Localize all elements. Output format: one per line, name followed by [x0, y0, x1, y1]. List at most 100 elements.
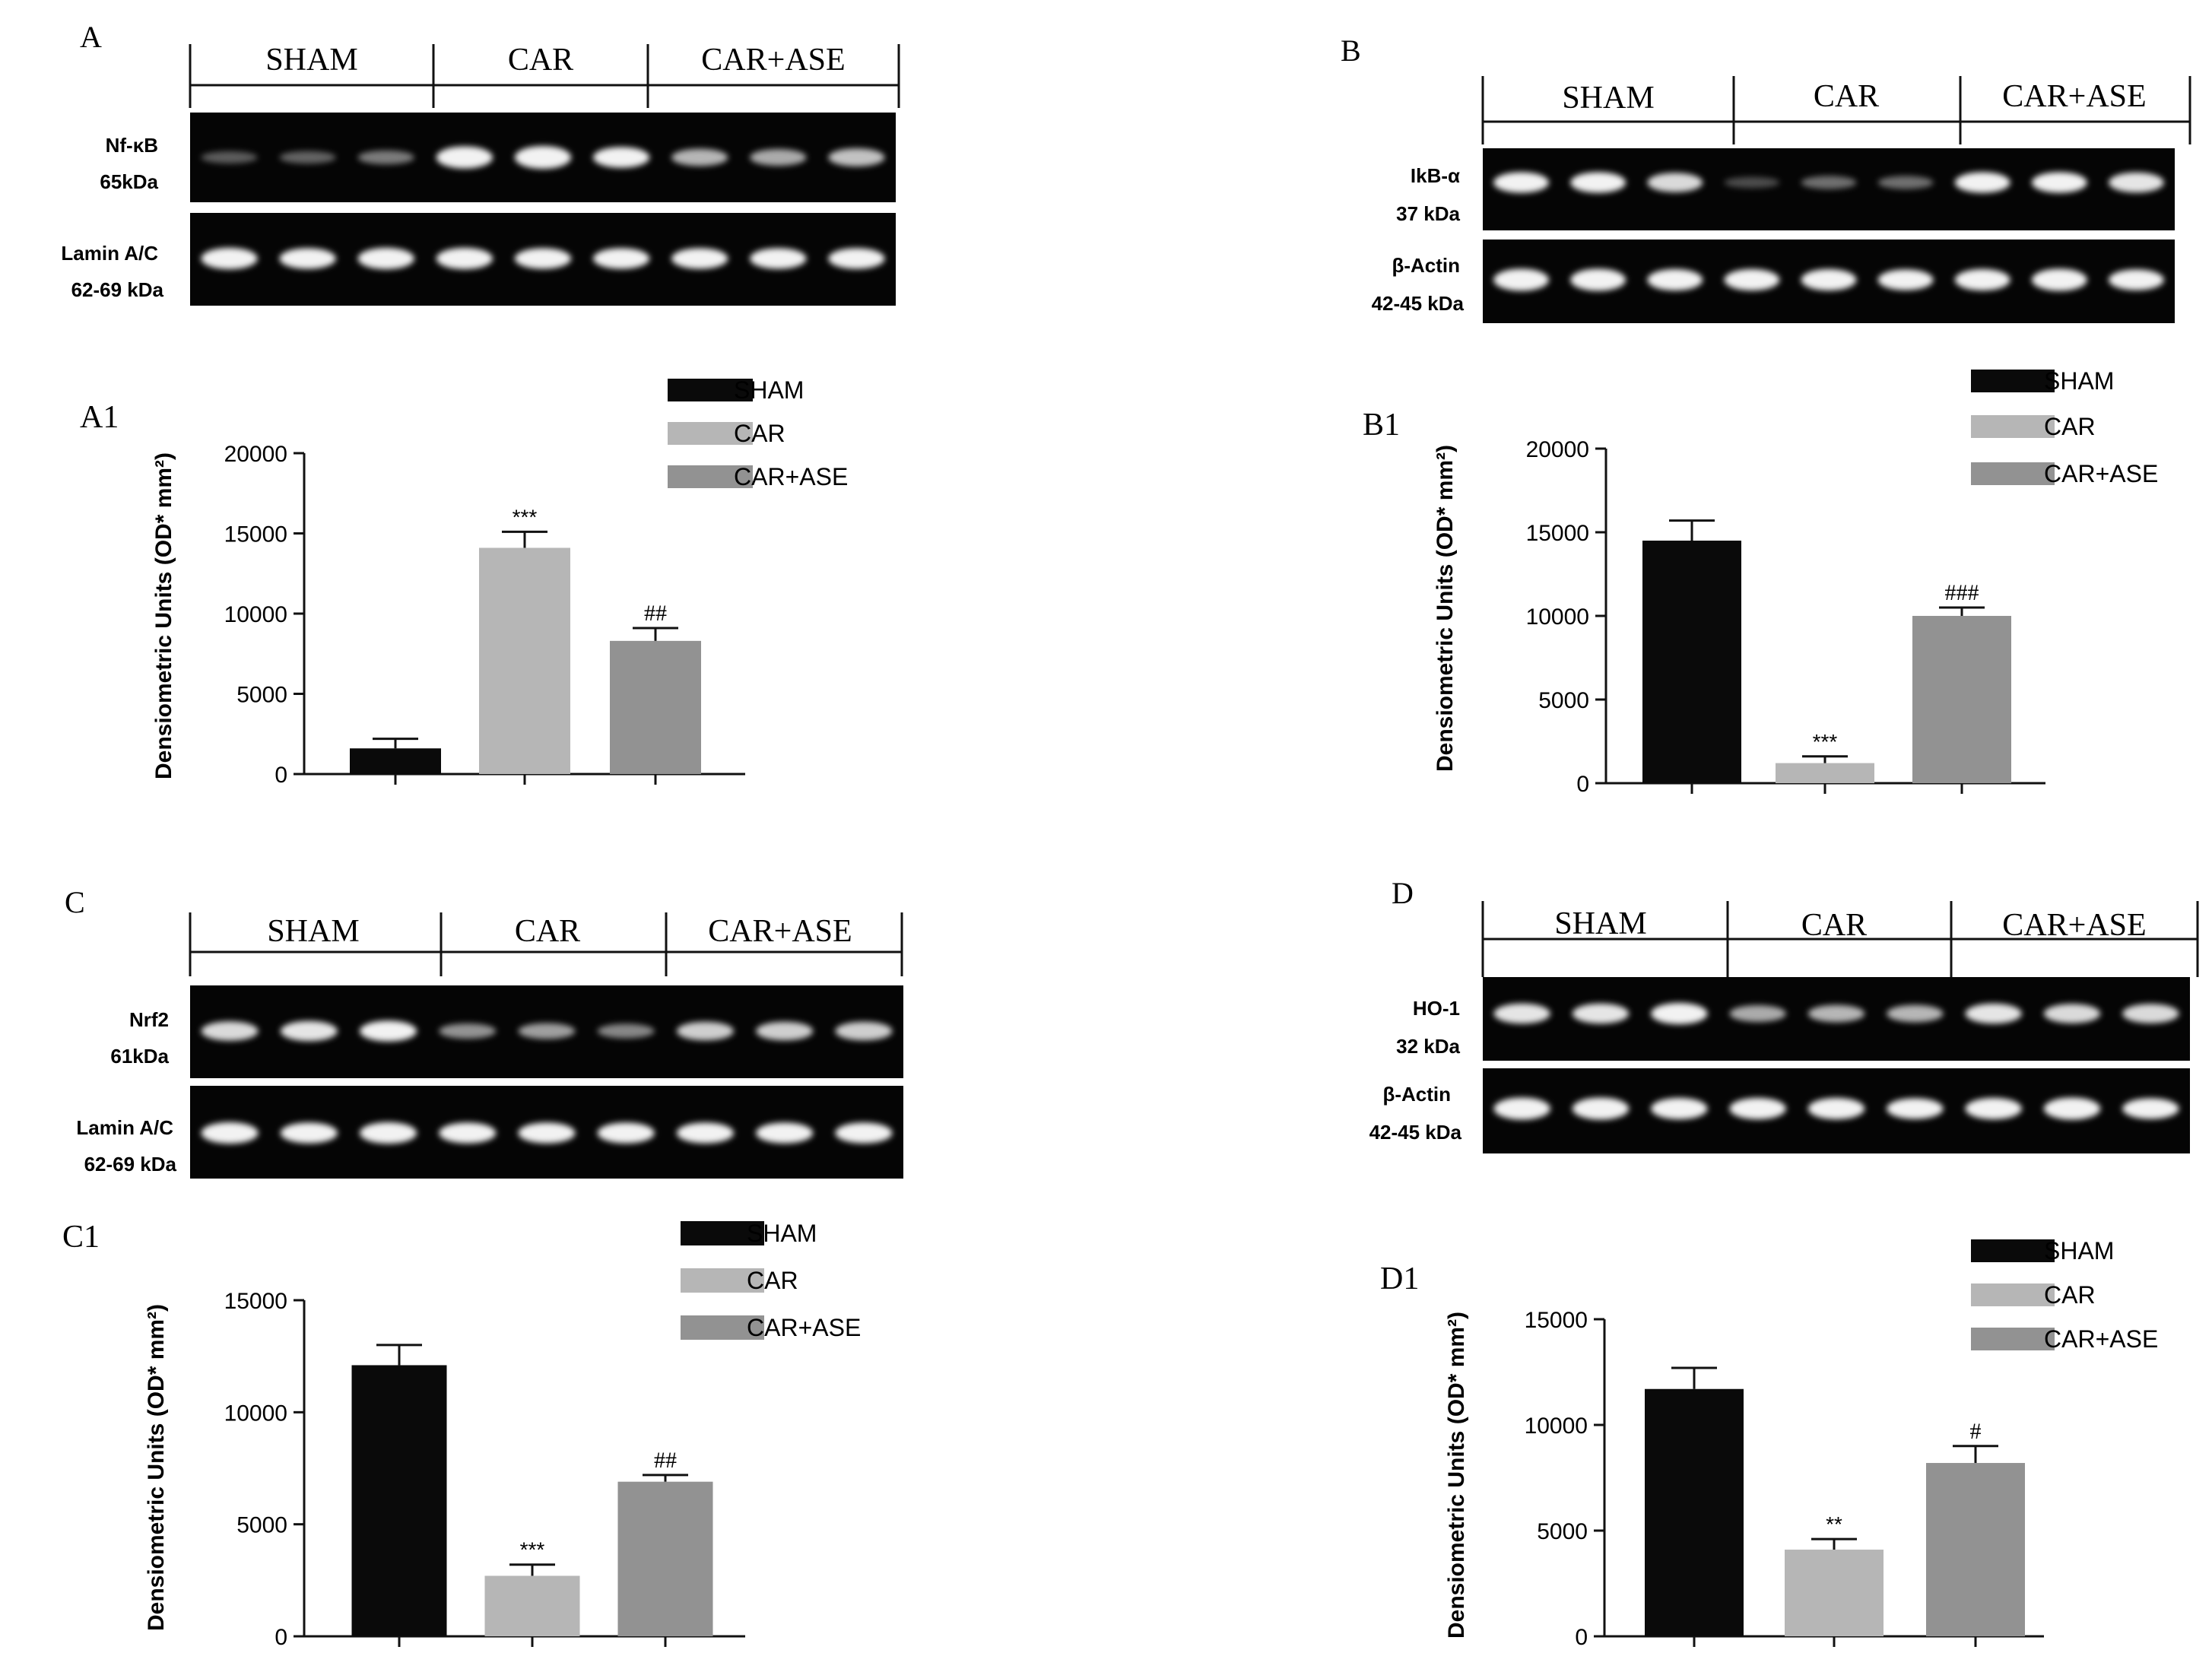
y-tick-label: 0 [1575, 1625, 1588, 1650]
blot-band [279, 151, 336, 164]
blot-band [1877, 176, 1934, 189]
blot-band [1493, 1097, 1550, 1120]
legend-swatch-car-ase [681, 1315, 764, 1340]
y-tick-label: 5000 [236, 1513, 287, 1538]
blot-b: B SHAM CAR CAR+ASE IkB-α 37 kDa β-Actin … [1341, 33, 2191, 323]
blot-band [835, 1122, 893, 1144]
blot-band [439, 1023, 497, 1039]
blot-band [2031, 268, 2087, 291]
blot-band [1724, 268, 1780, 291]
blot-c: C SHAM CAR CAR+ASE Nrf2 61kDa Lamin A/C … [65, 885, 903, 1179]
chart-c1: C1 0 5000 10000 15000 *** ## Densiometric Un… [62, 1220, 861, 1650]
blot-band [676, 1122, 734, 1144]
bands-actin [1493, 268, 2164, 291]
y-tick-label: 10000 [1525, 1414, 1588, 1439]
blot-band [1729, 1005, 1786, 1022]
error-bar [1953, 1445, 1998, 1464]
blot-band [676, 1021, 734, 1041]
legend-label-car: CAR [747, 1267, 798, 1294]
blot-band [671, 148, 728, 167]
blot-band [1801, 176, 1857, 189]
protein-name: Nf-κB [106, 134, 158, 157]
bands-lamin [201, 1122, 893, 1144]
blot-band [1887, 1004, 1944, 1023]
x-ticks [1690, 783, 1963, 794]
chart-label: B1 [1363, 408, 1400, 443]
significance-label: *** [1813, 730, 1838, 754]
legend-swatch-sham [681, 1221, 764, 1245]
error-bar [633, 627, 678, 641]
group-bracket [189, 44, 900, 108]
bar-car [1785, 1550, 1884, 1636]
legend-swatch-car [681, 1268, 764, 1293]
blot-band [357, 150, 414, 165]
blot-band [756, 1021, 814, 1041]
error-bar [1811, 1537, 1857, 1550]
blot-band [201, 1021, 259, 1041]
protein-size: 61kDa [110, 1045, 169, 1068]
y-tick-label: 20000 [1526, 437, 1589, 462]
blot-band [1493, 268, 1549, 291]
group-label-sham: SHAM [267, 914, 359, 949]
y-tick-label: 15000 [1526, 521, 1589, 546]
blot-band [1954, 268, 2010, 291]
y-tick-label: 0 [275, 763, 287, 788]
protein-size: 32 kDa [1396, 1035, 1460, 1058]
y-tick-label: 15000 [1525, 1308, 1588, 1333]
group-label-car-ase: CAR+ASE [701, 43, 845, 78]
protein-name: Nrf2 [129, 1008, 169, 1031]
bar-sham [1642, 541, 1741, 783]
legend-swatch-car-ase [1971, 1328, 2055, 1350]
y-tick-label: 10000 [1526, 604, 1589, 630]
blot-band [2109, 269, 2164, 290]
protein-name: Lamin A/C [61, 242, 158, 265]
blot-band [280, 1122, 338, 1144]
error-bar [643, 1474, 688, 1482]
protein-size: 62-69 kDa [71, 278, 164, 301]
legend-swatch-sham [1971, 370, 2055, 392]
bar-series: *** ### [1642, 519, 2011, 783]
blot-band [1965, 1097, 2022, 1120]
blot-band [1965, 1003, 2022, 1024]
y-tick-label: 0 [1576, 772, 1589, 797]
chart-d1: D1 0 5000 10000 15000 ** # Densiometric Unit… [1380, 1237, 2158, 1650]
significance-label: *** [513, 505, 538, 528]
y-tick-label: 20000 [224, 442, 287, 467]
blot-band [1647, 173, 1703, 192]
y-tick-label: 5000 [1537, 1519, 1588, 1544]
error-bar [502, 530, 547, 548]
y-ticks: 0 5000 10000 15000 [224, 1289, 304, 1650]
blot-band [1651, 1097, 1708, 1120]
protein-size: 65kDa [100, 170, 158, 193]
bands-nfkb [201, 146, 885, 169]
protein-size: 42-45 kDa [1369, 1121, 1462, 1144]
blot-letter: C [65, 885, 85, 919]
protein-name: β-Actin [1382, 1083, 1451, 1106]
blot-a: A SHAM CAR CAR+ASE Nf-κB 65kDa Lamin A/C… [61, 20, 900, 306]
blot-band [436, 146, 493, 169]
blot-band [280, 1020, 338, 1042]
bar-sham [351, 1365, 447, 1636]
y-axis-label: Densiometric Units (OD* mm²) [151, 452, 176, 779]
group-label-car: CAR [508, 43, 573, 78]
y-axis-label: Densiometric Units (OD* mm²) [1433, 445, 1458, 772]
error-bar [1671, 1366, 1717, 1389]
blot-band [597, 1122, 655, 1144]
blot-band [2109, 172, 2164, 193]
error-bar [1939, 606, 1985, 616]
blot-band [201, 1122, 259, 1144]
blot-band [2043, 1097, 2101, 1120]
blot-band [360, 1020, 417, 1042]
bar-car [1776, 763, 1874, 783]
blot-band [1729, 1097, 1786, 1120]
error-bar [1669, 519, 1715, 541]
protein-size: 37 kDa [1396, 202, 1460, 225]
bar-car-ase [617, 1481, 713, 1636]
panel-d: D SHAM CAR CAR+ASE HO-1 32 kDa β-Actin 4… [1369, 876, 2199, 1650]
protein-name: IkB-α [1411, 164, 1460, 187]
blot-band [1724, 176, 1780, 189]
bar-car-ase [1912, 616, 2011, 783]
bar-series: *** ## [350, 505, 701, 774]
blot-band [2122, 1098, 2179, 1119]
